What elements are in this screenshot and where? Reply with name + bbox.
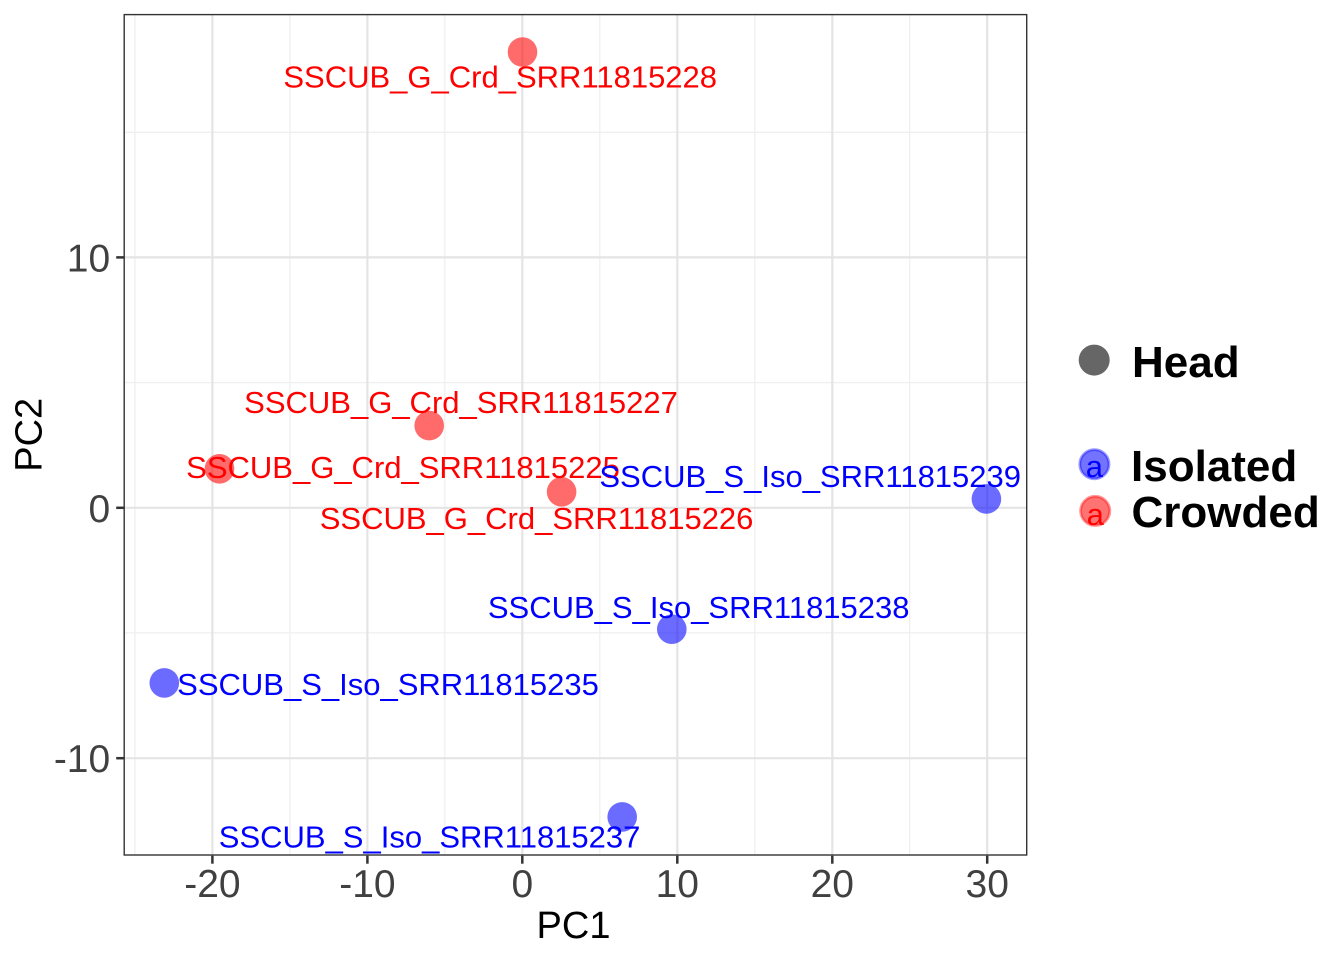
svg-text:SSCUB_S_Iso_SRR11815237: SSCUB_S_Iso_SRR11815237 <box>219 820 641 855</box>
svg-text:0: 0 <box>511 863 533 906</box>
svg-text:Head: Head <box>1132 338 1240 387</box>
svg-text:-10: -10 <box>339 863 395 906</box>
svg-text:SSCUB_G_Crd_SRR11815226: SSCUB_G_Crd_SRR11815226 <box>320 501 754 536</box>
svg-text:SSCUB_G_Crd_SRR11815228: SSCUB_G_Crd_SRR11815228 <box>283 60 717 95</box>
svg-text:SSCUB_S_Iso_SRR11815235: SSCUB_S_Iso_SRR11815235 <box>177 667 599 702</box>
svg-text:PC2: PC2 <box>9 398 51 472</box>
svg-text:SSCUB_S_Iso_SRR11815238: SSCUB_S_Iso_SRR11815238 <box>488 590 910 625</box>
svg-text:SSCUB_S_Iso_SRR11815239: SSCUB_S_Iso_SRR11815239 <box>599 459 1021 494</box>
svg-text:0: 0 <box>88 488 110 531</box>
svg-text:Crowded: Crowded <box>1132 488 1320 537</box>
svg-text:SSCUB_G_Crd_SRR11815225: SSCUB_G_Crd_SRR11815225 <box>186 450 620 485</box>
svg-text:PC1: PC1 <box>537 905 611 947</box>
svg-text:a: a <box>1086 449 1104 484</box>
svg-text:SSCUB_G_Crd_SRR11815227: SSCUB_G_Crd_SRR11815227 <box>244 385 678 420</box>
svg-text:Isolated: Isolated <box>1131 442 1297 491</box>
svg-text:a: a <box>1087 497 1105 532</box>
svg-text:10: 10 <box>656 863 699 906</box>
svg-text:30: 30 <box>966 863 1009 906</box>
svg-text:20: 20 <box>811 863 854 906</box>
svg-text:-20: -20 <box>184 863 240 906</box>
svg-text:10: 10 <box>67 237 110 280</box>
svg-text:-10: -10 <box>54 738 110 781</box>
